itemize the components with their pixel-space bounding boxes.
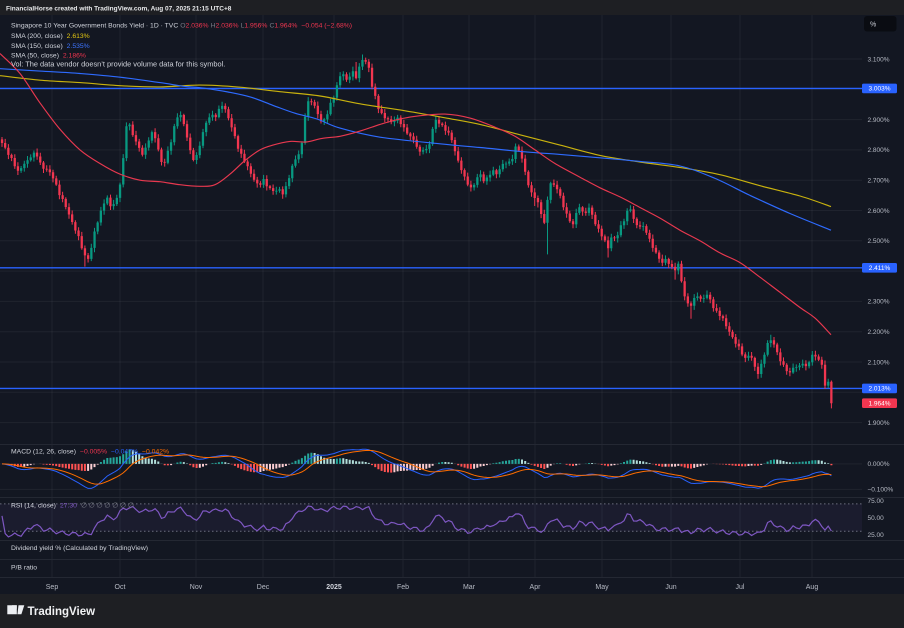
svg-text:2.800%: 2.800%: [868, 147, 890, 154]
svg-text:MACD (12, 26, close)−0.005%−0.: MACD (12, 26, close) −0.005% −0.047% −0.042…: [11, 448, 169, 455]
svg-text:Apr: Apr: [530, 584, 542, 591]
svg-text:2.200%: 2.200%: [868, 329, 890, 336]
svg-text:Singapore 10 Year Government B: Singapore 10 Year Government Bonds Yield…: [11, 23, 352, 30]
svg-text:Dividend yield % (Calculated b: Dividend yield % (Calculated by TradingV…: [11, 545, 148, 552]
svg-text:SMA (50, close) 2.186%: SMA (50, close) 2.186%: [11, 52, 86, 59]
svg-text:Dec: Dec: [257, 584, 270, 591]
svg-text:2.900%: 2.900%: [868, 117, 890, 124]
svg-text:2.100%: 2.100%: [868, 359, 890, 366]
svg-text:2.300%: 2.300%: [868, 299, 890, 306]
svg-text:25.00: 25.00: [868, 532, 885, 539]
svg-text:2.411%: 2.411%: [869, 265, 891, 272]
svg-text:Nov: Nov: [190, 584, 203, 591]
svg-text:2.600%: 2.600%: [868, 208, 890, 215]
svg-text:2.013%: 2.013%: [868, 386, 890, 393]
svg-text:1.964%: 1.964%: [868, 401, 890, 408]
svg-text:75.00: 75.00: [868, 498, 885, 505]
svg-text:−0.100%: −0.100%: [868, 487, 894, 494]
svg-text:2025: 2025: [326, 584, 342, 591]
svg-text:SMA (150, close) 2.535%: SMA (150, close) 2.535%: [11, 43, 90, 50]
svg-text:1.900%: 1.900%: [868, 420, 890, 427]
svg-text:Oct: Oct: [115, 584, 126, 591]
svg-text:Jun: Jun: [665, 584, 676, 591]
svg-text:Feb: Feb: [397, 584, 409, 591]
svg-text:Sep: Sep: [46, 584, 59, 591]
svg-text:2.500%: 2.500%: [868, 238, 890, 245]
svg-text:FinancialHorse created with Tr: FinancialHorse created with TradingView.…: [6, 5, 232, 12]
svg-text:%: %: [870, 22, 876, 29]
svg-text:Aug: Aug: [806, 584, 819, 591]
svg-text:TradingView: TradingView: [28, 606, 96, 618]
svg-text:P/B ratio: P/B ratio: [11, 564, 37, 571]
svg-text:0.000%: 0.000%: [868, 461, 890, 468]
svg-text:3.003%: 3.003%: [868, 86, 890, 93]
svg-text:Vol: The data vendor doesn’t p: Vol: The data vendor doesn’t provide vol…: [11, 60, 225, 69]
svg-text:3.100%: 3.100%: [868, 56, 890, 63]
svg-text:2.700%: 2.700%: [868, 178, 890, 185]
svg-text:Mar: Mar: [463, 584, 476, 591]
svg-text:SMA (200, close) 2.613%: SMA (200, close) 2.613%: [11, 33, 90, 40]
svg-text:May: May: [595, 584, 609, 591]
svg-text:50.00: 50.00: [868, 515, 885, 522]
svg-text:Jul: Jul: [736, 584, 745, 591]
svg-text:RSI (14, close)27.30∅ ∅ ∅ ∅ ∅: RSI (14, close) 27.30 ∅ ∅ ∅ ∅ ∅ ∅ ∅: [11, 502, 134, 509]
